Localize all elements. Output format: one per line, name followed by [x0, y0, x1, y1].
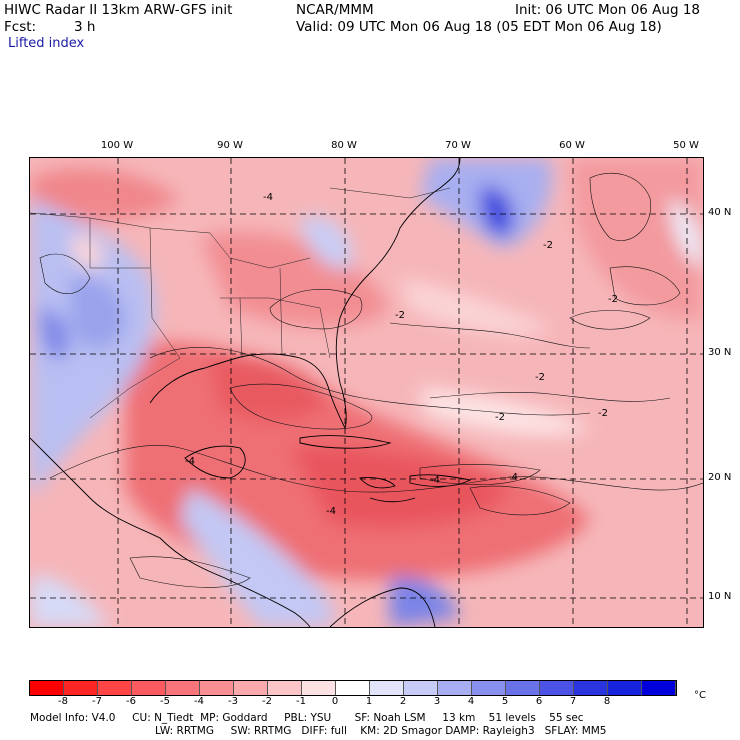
lifted-index-map: -2 -2 -2 -2 -2 -2 -4 -4 -4 -4 -4	[29, 157, 704, 628]
contour-label: -2	[535, 372, 545, 383]
colorbar-tick-label: 1	[365, 696, 373, 707]
colorbar-tick-label: 0	[331, 696, 339, 707]
lon-label-80w: 80 W	[331, 140, 357, 151]
colorbar-tick-label: -8	[58, 696, 68, 707]
map-canvas: -2 -2 -2 -2 -2 -2 -4 -4 -4 -4 -4	[30, 158, 703, 627]
lat-label-30n: 30 N	[708, 347, 732, 358]
colorbar-swatch	[370, 681, 404, 695]
lat-label-20n: 20 N	[708, 472, 732, 483]
colorbar-tick-label: -4	[194, 696, 204, 707]
lon-label-60w: 60 W	[559, 140, 585, 151]
colorbar-tick-label: 4	[467, 696, 475, 707]
colorbar-tick-label: 7	[569, 696, 577, 707]
colorbar-swatch	[608, 681, 642, 695]
colorbar-tick-label: -2	[262, 696, 272, 707]
colorbar-tick-label: 6	[535, 696, 543, 707]
graticule	[30, 158, 703, 627]
colorbar-swatch	[574, 681, 608, 695]
colorbar-swatch	[540, 681, 574, 695]
shading-layer	[30, 158, 703, 627]
colorbar-swatch	[472, 681, 506, 695]
colorbar-swatch	[302, 681, 336, 695]
colorbar-swatch	[64, 681, 98, 695]
forecast-hour: 3 h	[74, 19, 96, 35]
model-title: HIWC Radar II 13km ARW-GFS init	[4, 2, 233, 18]
colorbar-swatch	[200, 681, 234, 695]
field-name: Lifted index	[8, 36, 85, 51]
colorbar-tick-label: -3	[228, 696, 238, 707]
lon-label-100w: 100 W	[100, 140, 134, 151]
lon-label-70w: 70 W	[445, 140, 471, 151]
colorbar-swatch	[506, 681, 540, 695]
colorbar-swatch	[166, 681, 200, 695]
forecast-label: Fcst:	[4, 19, 37, 35]
colorbar-swatch	[336, 681, 370, 695]
contour-label: -2	[608, 294, 618, 305]
init-time: Init: 06 UTC Mon 06 Aug 18	[515, 2, 700, 18]
colorbar-swatch	[98, 681, 132, 695]
contour-label: -4	[508, 472, 518, 483]
colorbar-swatch	[438, 681, 472, 695]
contour-label: -2	[495, 412, 505, 423]
contour-labels: -2 -2 -2 -2 -2 -2 -4 -4 -4 -4 -4	[185, 192, 618, 517]
colorbar-swatch	[234, 681, 268, 695]
lon-label-90w: 90 W	[217, 140, 243, 151]
contour-label: -2	[543, 240, 553, 251]
contour-label: -2	[598, 408, 608, 419]
coastlines	[30, 158, 472, 627]
contour-label: -4	[326, 506, 336, 517]
colorbar-tick-label: 3	[433, 696, 441, 707]
colorbar-swatch	[268, 681, 302, 695]
contour-label: -4	[430, 475, 440, 486]
valid-time: Valid: 09 UTC Mon 06 Aug 18 (05 EDT Mon …	[296, 19, 662, 35]
colorbar-swatch	[642, 681, 676, 695]
organization: NCAR/MMM	[296, 2, 374, 18]
colorbar-tick-label: -7	[92, 696, 102, 707]
model-info-line-1: Model Info: V4.0 CU: N_Tiedt MP: Goddard…	[30, 712, 584, 724]
colorbar-tick-label: 8	[603, 696, 611, 707]
colorbar-tick-label: -5	[160, 696, 170, 707]
lon-label-50w: 50 W	[673, 140, 699, 151]
contours	[39, 172, 703, 588]
political-borders	[30, 187, 451, 419]
colorbar-swatch	[404, 681, 438, 695]
colorbar-tick-label: 5	[501, 696, 509, 707]
colorbar-tick-label: -1	[296, 696, 306, 707]
colorbar-swatch	[132, 681, 166, 695]
colorbar-swatch	[30, 681, 64, 695]
contour-label: -4	[185, 456, 195, 467]
model-info-line-2: LW: RRTMG SW: RRTMG DIFF: full KM: 2D Sm…	[155, 725, 607, 737]
lat-label-10n: 10 N	[708, 591, 732, 602]
contour-label: -2	[395, 310, 405, 321]
colorbar-tick-label: 2	[399, 696, 407, 707]
contour-label: -4	[263, 192, 273, 203]
colorbar-tick-label: -6	[126, 696, 136, 707]
lat-label-40n: 40 N	[708, 207, 732, 218]
colorbar	[29, 680, 677, 696]
colorbar-unit: °C	[694, 690, 706, 701]
